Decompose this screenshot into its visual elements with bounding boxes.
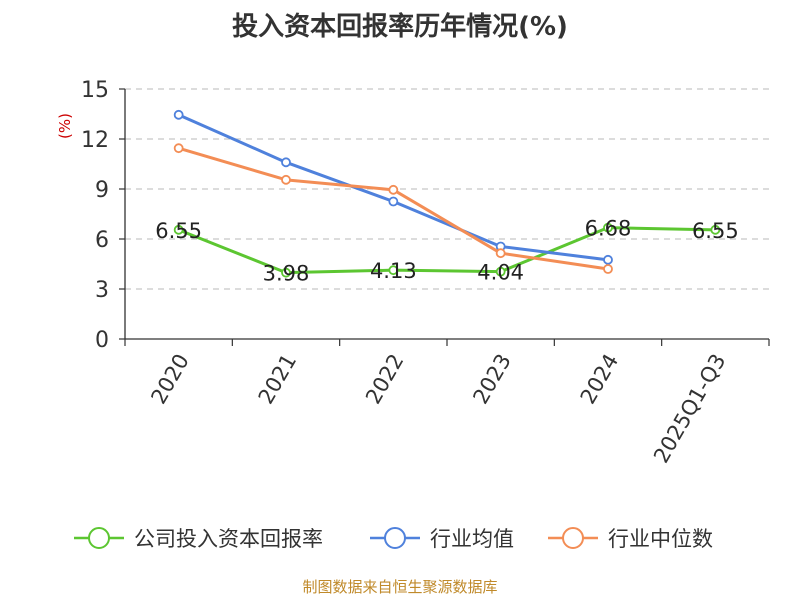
x-tick-label-2025Q1-Q3: 2025Q1-Q3 xyxy=(649,350,731,467)
series-2-point-2023 xyxy=(495,248,506,259)
data-label-2021: 3.98 xyxy=(263,262,310,286)
x-tick-label-2022: 2022 xyxy=(361,350,409,408)
series-2-point-2020 xyxy=(173,143,184,154)
series-2-point-2024 xyxy=(603,264,613,274)
series-0-point-2020 xyxy=(173,224,184,235)
legend: 公司投入资本回报率 行业均值 行业中位数 xyxy=(0,518,800,558)
legend-marker-industry-median xyxy=(548,527,598,549)
series-1-point-2020 xyxy=(173,109,184,120)
series-2-point-2022 xyxy=(388,184,399,195)
legend-item-industry-median[interactable]: 行业中位数 xyxy=(548,518,713,558)
series-line-0 xyxy=(178,226,716,275)
x-tick-label-2021: 2021 xyxy=(254,350,302,408)
x-tick-label-2023: 2023 xyxy=(468,350,516,408)
y-tick-label-3: 3 xyxy=(95,278,109,303)
y-tick-label-9: 9 xyxy=(95,178,109,203)
legend-label-industry-median: 行业中位数 xyxy=(608,527,713,551)
series-0-point-2021 xyxy=(281,267,291,278)
series-0-point-2023 xyxy=(495,266,506,277)
chart-title: 投入资本回报率历年情况(%) xyxy=(232,12,568,42)
data-label-2025Q1-Q3: 6.55 xyxy=(692,219,739,243)
legend-item-industry-mean[interactable]: 行业均值 xyxy=(370,518,514,558)
legend-label-industry-mean: 行业均值 xyxy=(430,527,514,551)
series-0-point-2024 xyxy=(603,222,613,233)
series-1-point-2022 xyxy=(388,196,399,207)
legend-label-company: 公司投入资本回报率 xyxy=(134,527,323,551)
series-0-point-2022 xyxy=(388,265,399,276)
data-label-2020: 6.55 xyxy=(155,219,202,243)
x-tick-label-2020: 2020 xyxy=(146,350,194,408)
y-axis-label: (%) xyxy=(56,113,74,139)
data-label-2022: 4.13 xyxy=(370,259,417,283)
source-note: 制图数据来自恒生聚源数据库 xyxy=(302,578,498,596)
data-label-2023: 4.04 xyxy=(477,261,524,285)
series-0-point-2025Q1-Q3 xyxy=(710,224,721,235)
y-tick-label-0: 0 xyxy=(95,328,109,353)
series-2-point-2021 xyxy=(281,174,291,185)
y-tick-label-12: 12 xyxy=(81,128,109,153)
y-tick-label-6: 6 xyxy=(95,228,109,253)
legend-marker-industry-mean xyxy=(370,527,420,549)
legend-item-company[interactable]: 公司投入资本回报率 xyxy=(74,518,323,558)
legend-marker-company xyxy=(74,527,124,549)
series-1-point-2021 xyxy=(281,157,291,168)
y-tick-label-15: 15 xyxy=(81,78,109,103)
series-1-point-2024 xyxy=(603,254,613,265)
data-label-2024: 6.68 xyxy=(585,217,632,241)
x-tick-label-2024: 2024 xyxy=(576,350,624,408)
